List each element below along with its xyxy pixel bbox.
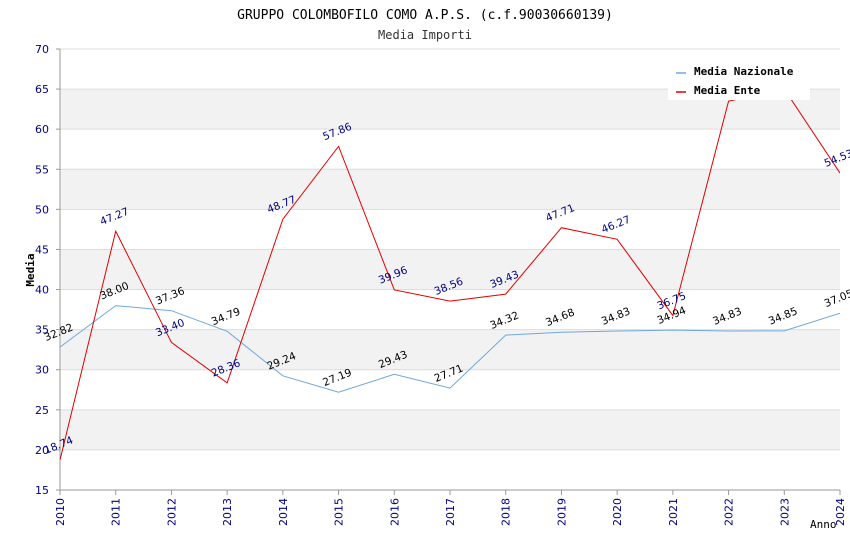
legend-box [668,60,810,100]
x-tick-label: 2012 [165,498,178,526]
x-tick-label: 2016 [388,498,401,526]
legend-label-ente: Media Ente [694,84,761,97]
x-tick-label: 2011 [110,498,123,526]
y-tick-labels: 15 20 25 30 35 40 45 50 55 60 65 70 [35,43,49,497]
chart-subtitle: Media Importi [378,28,472,42]
x-tick-label: 2021 [667,498,680,526]
x-tick-label: 2019 [555,498,568,526]
y-tick-label: 55 [35,163,49,176]
chart-title: GRUPPO COLOMBOFILO COMO A.P.S. (c.f.9003… [237,8,613,23]
series-line-nazionale [60,305,840,393]
series-lines [60,88,840,461]
x-tick-label: 2022 [723,498,736,526]
legend: Media Nazionale Media Ente [668,60,810,100]
x-axis-label: Anno [810,518,837,531]
legend-label-nazionale: Media Nazionale [694,65,794,78]
data-label: 34.83 [711,305,743,327]
band [60,409,840,450]
data-label: 34.83 [600,305,632,327]
x-tick-label: 2017 [444,498,457,526]
plot-bands [60,89,840,450]
x-tick-labels: 2010 2011 2012 2013 2014 2015 2016 2017 2018 2019… [54,498,847,526]
axes [56,48,841,495]
y-tick-label: 35 [35,324,49,337]
x-tick-label: 2020 [611,498,624,526]
x-tick-label: 2018 [500,498,513,526]
data-label: 34.79 [210,306,242,328]
x-tick-label: 2010 [54,498,67,526]
y-tick-label: 25 [35,404,49,417]
x-tick-label: 2024 [834,498,847,526]
y-tick-label: 15 [35,484,49,497]
y-tick-label: 70 [35,43,49,56]
x-tick-label: 2013 [221,498,234,526]
y-axis-label: Media [24,253,37,286]
x-tick-label: 2015 [333,498,346,526]
x-tick-label: 2014 [277,498,290,526]
y-tick-label: 40 [35,284,49,297]
band [60,249,840,290]
data-label: 34.68 [544,307,576,329]
y-tick-label: 30 [35,364,49,377]
y-tick-label: 45 [35,243,49,256]
band [60,169,840,210]
data-label: 46.27 [600,214,632,236]
data-label: 37.05 [823,288,850,310]
data-label: 54.53 [823,147,850,169]
y-tick-label: 20 [35,444,49,457]
y-tick-label: 50 [35,203,49,216]
grid-lines [60,48,840,491]
band [60,329,840,370]
y-tick-label: 65 [35,83,49,96]
y-tick-label: 60 [35,123,49,136]
series-line-ente [60,88,840,461]
x-tick-label: 2023 [778,498,791,526]
data-label: 34.85 [767,305,799,327]
data-label: 18.74 [43,434,76,457]
data-label: 34.32 [488,309,520,331]
